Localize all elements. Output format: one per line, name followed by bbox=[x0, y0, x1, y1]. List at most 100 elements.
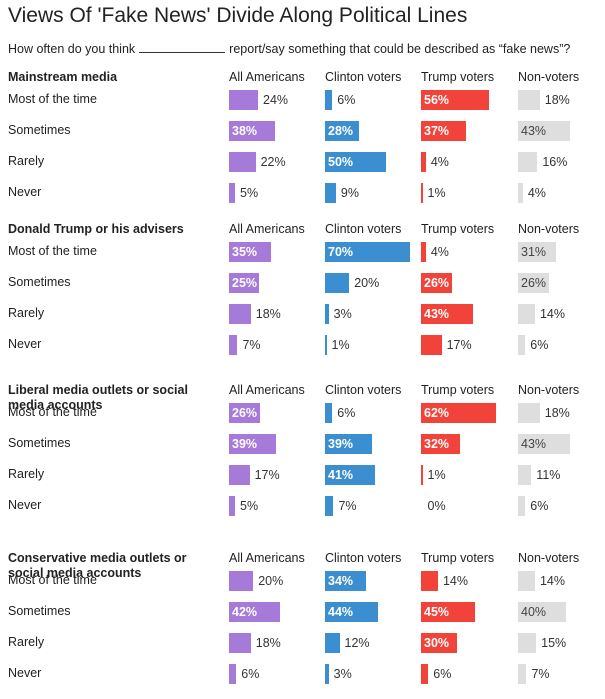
bar-non-voters bbox=[518, 496, 526, 516]
column-header-all-americans: All Americans bbox=[229, 222, 305, 236]
data-label: 37% bbox=[424, 124, 450, 138]
data-label: 4% bbox=[430, 155, 449, 169]
column-header-clinton-voters: Clinton voters bbox=[325, 222, 402, 236]
bar-cell-all-americans: 20% bbox=[229, 570, 321, 592]
column-header-trump-voters: Trump voters bbox=[421, 383, 495, 397]
bar-all-americans bbox=[229, 242, 272, 262]
subtitle-after: report/say something that could be descr… bbox=[229, 42, 571, 56]
bar-cell-clinton-voters: 39% bbox=[325, 433, 417, 455]
data-label: 1% bbox=[427, 186, 446, 200]
bar-cell-all-americans: 18% bbox=[229, 303, 321, 325]
data-label: 5% bbox=[240, 186, 259, 200]
row-label-sometimes: Sometimes bbox=[8, 436, 71, 450]
bar-non-voters bbox=[518, 465, 532, 485]
bar-non-voters bbox=[518, 571, 535, 591]
bar-all-americans bbox=[229, 121, 275, 141]
bar-all-americans bbox=[229, 434, 277, 454]
section-header: Mainstream media All Americans Clinton vot… bbox=[0, 70, 605, 100]
bar-trump-voters bbox=[421, 335, 442, 355]
data-label: 50% bbox=[328, 155, 354, 169]
data-label: 41% bbox=[328, 468, 354, 482]
table-row: Never 6% 3% 6% 7% bbox=[0, 663, 605, 685]
chart-subtitle: How often do you think report/say somethi… bbox=[8, 42, 570, 56]
data-label: 3% bbox=[333, 667, 352, 681]
row-label-most-of-the-time: Most of the time bbox=[8, 92, 97, 106]
bar-trump-voters bbox=[421, 183, 423, 203]
row-label-sometimes: Sometimes bbox=[8, 604, 71, 618]
row-label-never: Never bbox=[8, 666, 42, 680]
data-label: 6% bbox=[337, 93, 356, 107]
section-title: Conservative media outlets or social med… bbox=[8, 551, 187, 580]
bar-all-americans bbox=[229, 465, 250, 485]
table-row: Never 5% 7% 0% 6% bbox=[0, 495, 605, 517]
bar-cell-all-americans: 26% bbox=[229, 402, 321, 424]
bar-clinton-voters bbox=[325, 121, 359, 141]
table-row: Most of the time 26% 6% 62% 18% bbox=[0, 402, 605, 424]
bar-cell-clinton-voters: 9% bbox=[325, 182, 417, 204]
data-label: 18% bbox=[544, 406, 570, 420]
table-row: Sometimes 42% 44% 45% 40% bbox=[0, 601, 605, 623]
bar-non-voters bbox=[518, 90, 540, 110]
data-label: 7% bbox=[531, 667, 550, 681]
bar-non-voters bbox=[518, 273, 550, 293]
data-label: 38% bbox=[232, 124, 258, 138]
bar-cell-all-americans: 35% bbox=[229, 241, 321, 263]
bar-cell-trump-voters: 56% bbox=[421, 89, 513, 111]
column-header-non-voters: Non-voters bbox=[518, 70, 580, 84]
section-title: Mainstream media bbox=[8, 70, 118, 84]
bar-all-americans bbox=[229, 90, 259, 110]
data-label: 4% bbox=[527, 186, 546, 200]
bar-non-voters bbox=[518, 664, 527, 684]
bar-all-americans bbox=[229, 304, 251, 324]
bar-cell-all-americans: 6% bbox=[229, 663, 321, 685]
data-label: 34% bbox=[328, 574, 354, 588]
data-label: 9% bbox=[340, 186, 359, 200]
data-label: 44% bbox=[328, 605, 354, 619]
row-label-rarely: Rarely bbox=[8, 467, 45, 481]
data-label: 40% bbox=[521, 605, 547, 619]
bar-cell-non-voters: 4% bbox=[518, 182, 605, 204]
data-label: 24% bbox=[263, 93, 289, 107]
bar-cell-non-voters: 43% bbox=[518, 433, 605, 455]
section-title: Liberal media outlets or social media ac… bbox=[8, 383, 188, 412]
row-label-sometimes: Sometimes bbox=[8, 123, 71, 137]
column-header-non-voters: Non-voters bbox=[518, 222, 580, 236]
bar-cell-trump-voters: 37% bbox=[421, 120, 513, 142]
data-label: 56% bbox=[424, 93, 450, 107]
data-label: 28% bbox=[328, 124, 354, 138]
bar-cell-clinton-voters: 70% bbox=[325, 241, 417, 263]
column-header-non-voters: Non-voters bbox=[518, 551, 580, 565]
data-label: 43% bbox=[521, 124, 547, 138]
blank-line bbox=[139, 43, 226, 53]
bar-all-americans bbox=[229, 571, 254, 591]
bar-cell-non-voters: 43% bbox=[518, 120, 605, 142]
bar-non-voters bbox=[518, 434, 571, 454]
bar-non-voters bbox=[518, 633, 537, 653]
row-label-never: Never bbox=[8, 337, 42, 351]
data-label: 16% bbox=[542, 155, 568, 169]
column-header-clinton-voters: Clinton voters bbox=[325, 70, 402, 84]
bar-cell-all-americans: 38% bbox=[229, 120, 321, 142]
bar-trump-voters bbox=[421, 90, 489, 110]
data-label: 6% bbox=[241, 667, 260, 681]
row-label-rarely: Rarely bbox=[8, 306, 45, 320]
bar-trump-voters bbox=[421, 571, 438, 591]
data-label: 18% bbox=[255, 636, 281, 650]
bar-cell-all-americans: 18% bbox=[229, 632, 321, 654]
row-label-most-of-the-time: Most of the time bbox=[8, 573, 97, 587]
data-label: 7% bbox=[242, 338, 261, 352]
bar-cell-trump-voters: 26% bbox=[421, 272, 513, 294]
bar-all-americans bbox=[229, 183, 236, 203]
data-label: 31% bbox=[521, 245, 547, 259]
bar-trump-voters bbox=[421, 121, 466, 141]
bar-trump-voters bbox=[421, 242, 426, 262]
column-header-trump-voters: Trump voters bbox=[421, 222, 495, 236]
bar-clinton-voters bbox=[325, 633, 340, 653]
bar-cell-non-voters: 18% bbox=[518, 89, 605, 111]
bar-cell-all-americans: 25% bbox=[229, 272, 321, 294]
bar-all-americans bbox=[229, 403, 261, 423]
bar-trump-voters bbox=[421, 664, 429, 684]
bar-trump-voters bbox=[421, 633, 458, 653]
bar-cell-all-americans: 17% bbox=[229, 464, 321, 486]
bar-cell-non-voters: 6% bbox=[518, 334, 605, 356]
